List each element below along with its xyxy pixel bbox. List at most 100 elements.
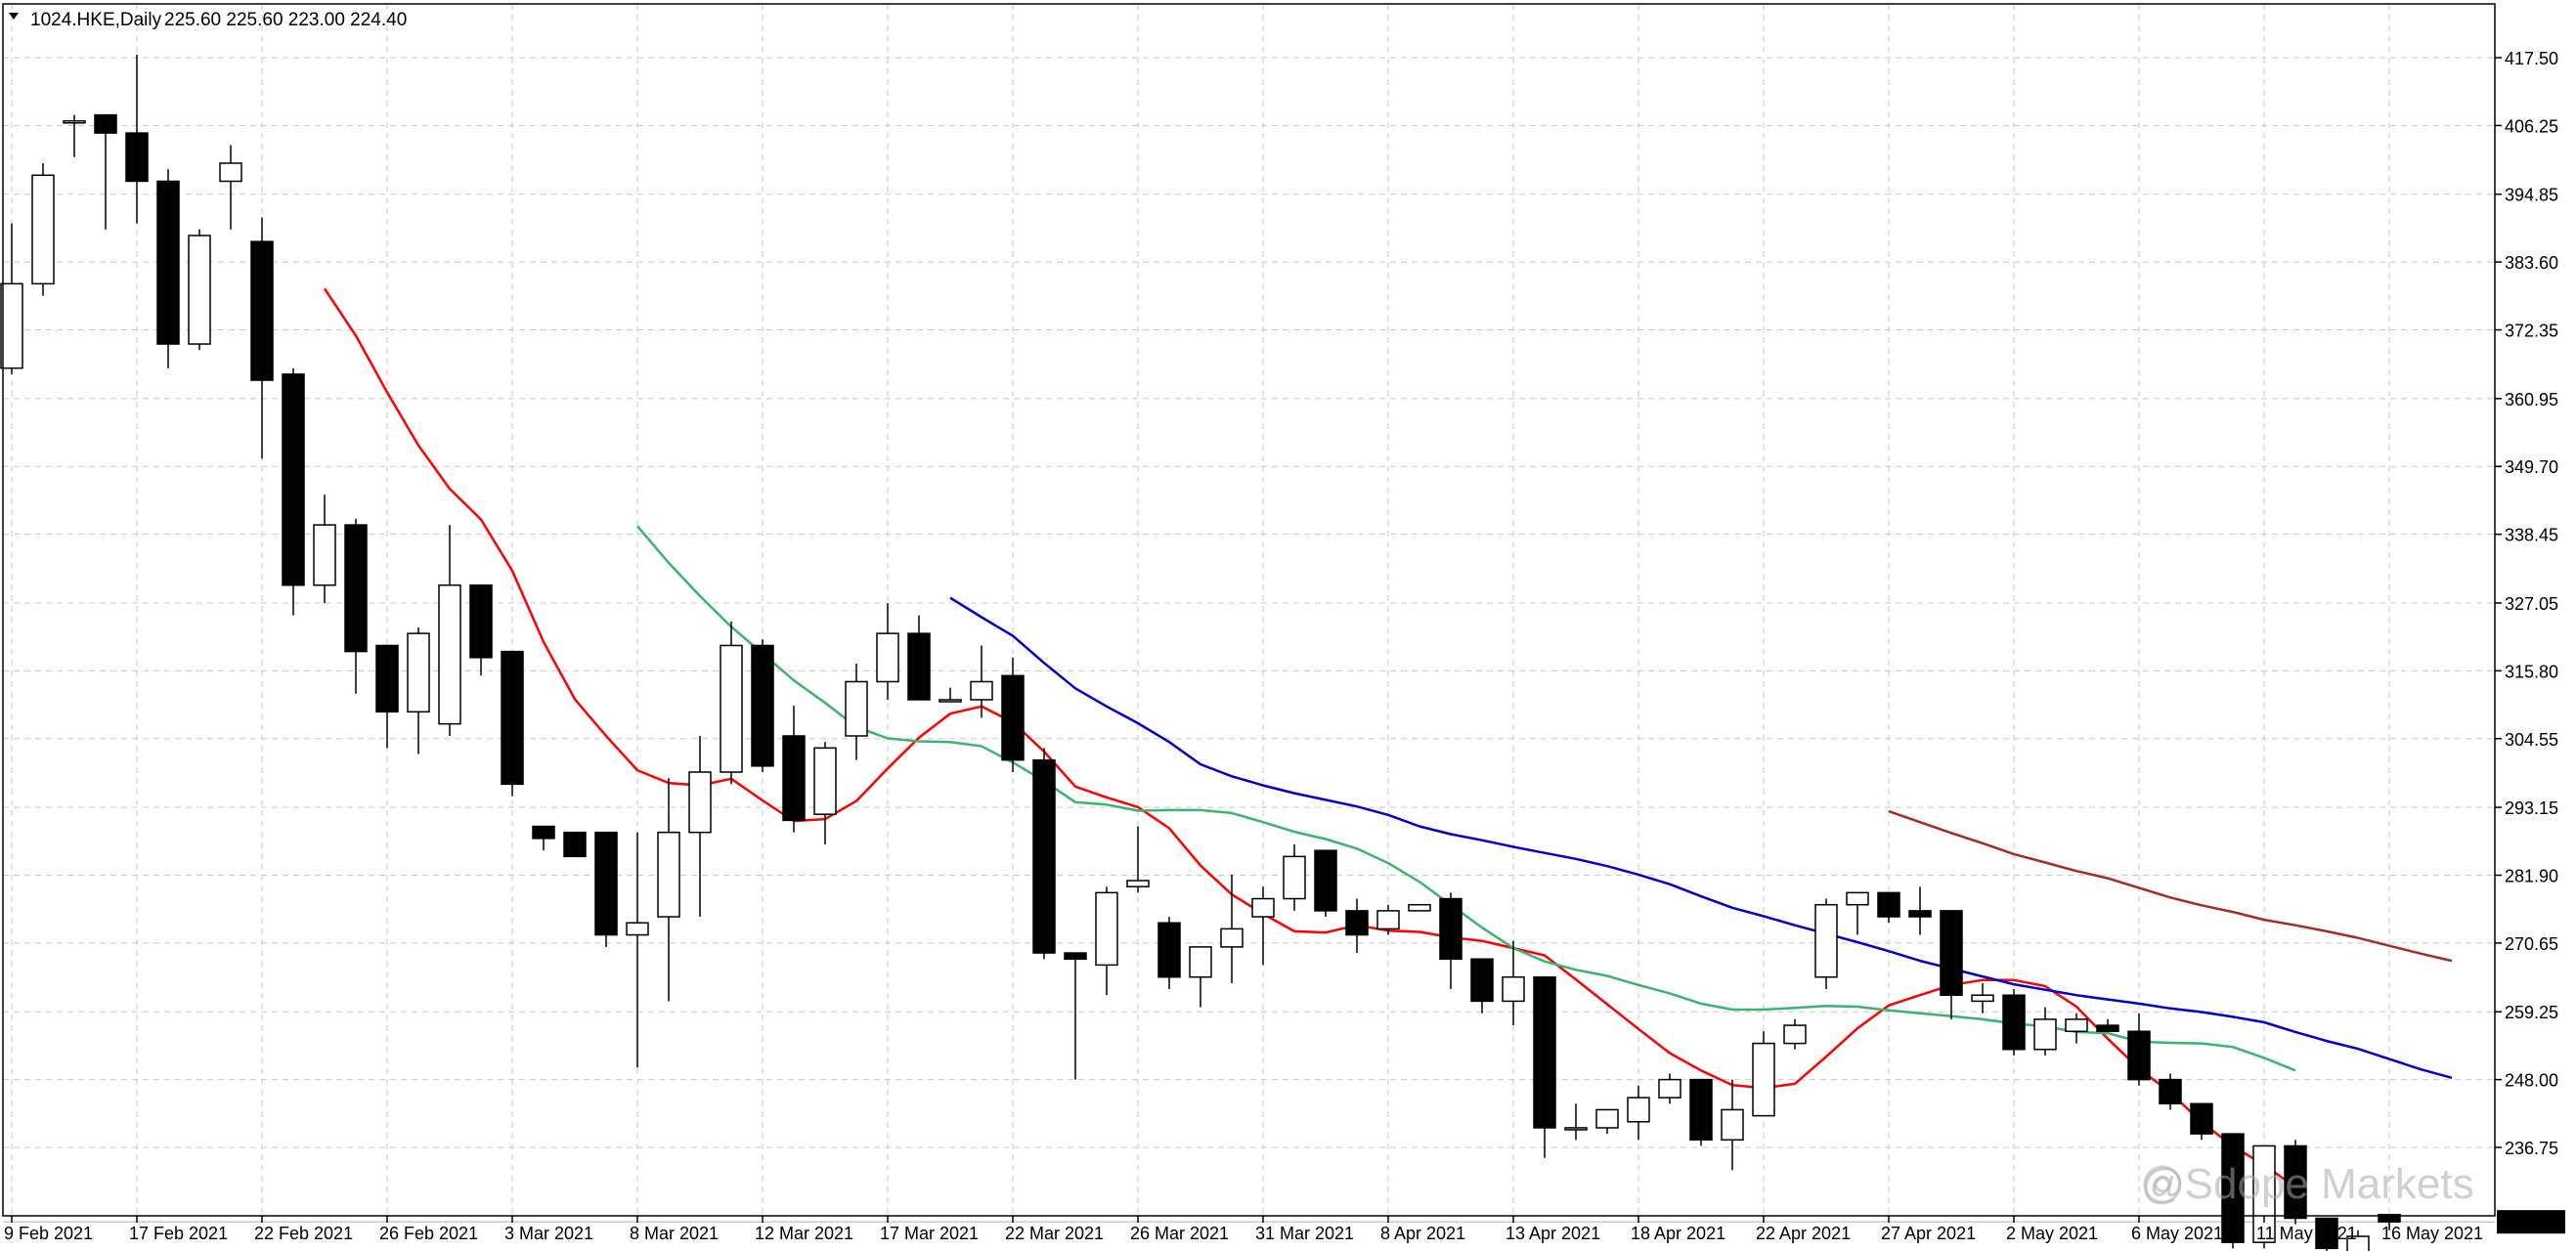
candle bbox=[1846, 891, 1869, 935]
candle-body bbox=[94, 113, 117, 134]
candle-body bbox=[282, 373, 305, 586]
candle-body bbox=[2346, 1235, 2370, 1251]
candle-body bbox=[1752, 1042, 1775, 1117]
candle-body bbox=[1283, 855, 1306, 900]
plot-frame bbox=[2, 3, 2496, 1217]
candle-body bbox=[1533, 975, 1556, 1129]
candle bbox=[1533, 975, 1556, 1158]
candle bbox=[94, 113, 117, 230]
y-tick-label: 360.95 bbox=[2505, 390, 2558, 410]
x-tick-label: 8 Apr 2021 bbox=[1380, 1224, 1465, 1243]
candle bbox=[876, 603, 899, 700]
candle-body bbox=[907, 632, 931, 701]
candle-body bbox=[876, 632, 899, 683]
x-tick-label: 26 Mar 2021 bbox=[1130, 1224, 1229, 1243]
candle bbox=[1064, 952, 1087, 1080]
last-price-label: 224.40 bbox=[2501, 1213, 2554, 1232]
y-tick-label: 327.05 bbox=[2505, 594, 2558, 614]
candle-body bbox=[1877, 891, 1900, 918]
candle-body bbox=[438, 584, 461, 725]
candle bbox=[720, 621, 743, 785]
symbol-info: 1024.HKE,Daily bbox=[30, 10, 162, 30]
candle bbox=[250, 217, 274, 459]
y-tick-label: 383.60 bbox=[2505, 253, 2558, 273]
candle bbox=[1345, 898, 1369, 954]
moving-average-line-4 bbox=[1888, 809, 2453, 963]
candle bbox=[1095, 886, 1118, 996]
last-price-tag: 224.40 bbox=[2497, 1210, 2565, 1234]
candle bbox=[282, 367, 305, 616]
y-tick-label: 315.80 bbox=[2505, 662, 2558, 681]
candle bbox=[2284, 1140, 2307, 1225]
candle-body bbox=[1940, 910, 1963, 996]
candle bbox=[219, 145, 242, 230]
x-tick-label: 18 Apr 2021 bbox=[1631, 1224, 1725, 1243]
candle-body bbox=[1814, 903, 1838, 978]
candle-body bbox=[1345, 910, 1369, 936]
candle-body bbox=[1470, 958, 1494, 1003]
x-tick-label: 12 Mar 2021 bbox=[755, 1224, 853, 1243]
collapse-triangle-icon[interactable] bbox=[9, 13, 19, 20]
candle bbox=[1439, 892, 1463, 990]
x-tick-label: 26 Feb 2021 bbox=[379, 1224, 478, 1243]
candle bbox=[845, 663, 868, 760]
candle bbox=[1564, 1103, 1588, 1141]
candle-body bbox=[501, 650, 524, 786]
candle-body bbox=[1408, 903, 1431, 912]
candle bbox=[1689, 1078, 1713, 1146]
candle bbox=[657, 778, 680, 1002]
candle-body bbox=[1627, 1097, 1650, 1123]
candle-body bbox=[2252, 1144, 2276, 1243]
candle bbox=[1470, 958, 1494, 1014]
candle bbox=[1126, 826, 1150, 893]
candle bbox=[939, 687, 962, 703]
candle bbox=[1189, 946, 1212, 1008]
candle-body bbox=[0, 282, 23, 369]
candle-body bbox=[626, 922, 649, 936]
x-tick-label: 17 Mar 2021 bbox=[880, 1224, 979, 1243]
candle bbox=[1251, 886, 1275, 966]
candle-body bbox=[657, 831, 680, 918]
y-tick-label: 349.70 bbox=[2505, 457, 2558, 477]
y-tick-label: 406.25 bbox=[2505, 116, 2558, 136]
x-tick-label: 3 Mar 2021 bbox=[504, 1224, 593, 1243]
candle-body bbox=[188, 235, 211, 345]
candle bbox=[1283, 844, 1306, 911]
candle bbox=[1408, 903, 1431, 912]
candle bbox=[407, 626, 430, 755]
y-tick-label: 394.85 bbox=[2505, 186, 2558, 205]
grid bbox=[3, 4, 2495, 1223]
candle-body bbox=[2159, 1078, 2182, 1105]
y-tick-label: 293.15 bbox=[2505, 798, 2558, 818]
candle-body bbox=[219, 162, 242, 183]
candle-body bbox=[1064, 952, 1087, 960]
x-tick-label: 11 May 2021 bbox=[2256, 1224, 2357, 1243]
candle-body bbox=[407, 632, 430, 713]
candle bbox=[1877, 891, 1900, 924]
candle-body bbox=[344, 524, 368, 653]
candle-body bbox=[375, 644, 399, 713]
candle-body bbox=[1439, 897, 1463, 960]
candle-body bbox=[813, 747, 837, 815]
candle bbox=[813, 742, 837, 845]
candle-body bbox=[1971, 994, 1994, 1003]
y-tick-label: 259.25 bbox=[2505, 1003, 2558, 1022]
candle-body bbox=[2096, 1024, 2119, 1033]
candle-body bbox=[1126, 880, 1150, 887]
candle bbox=[1001, 657, 1025, 772]
candle-body bbox=[782, 735, 806, 822]
candle bbox=[2252, 1144, 2276, 1249]
candle-body bbox=[970, 680, 993, 701]
candle bbox=[1032, 748, 1056, 960]
candle bbox=[469, 584, 493, 676]
y-tick-label: 236.75 bbox=[2505, 1139, 2558, 1158]
y-tick-label: 372.35 bbox=[2505, 322, 2558, 341]
candle bbox=[63, 114, 86, 157]
candle-body bbox=[1157, 922, 1181, 978]
candle bbox=[0, 223, 23, 374]
candle-body bbox=[250, 240, 274, 381]
candle-body bbox=[563, 831, 587, 858]
candle bbox=[438, 525, 461, 736]
candle bbox=[594, 831, 618, 947]
